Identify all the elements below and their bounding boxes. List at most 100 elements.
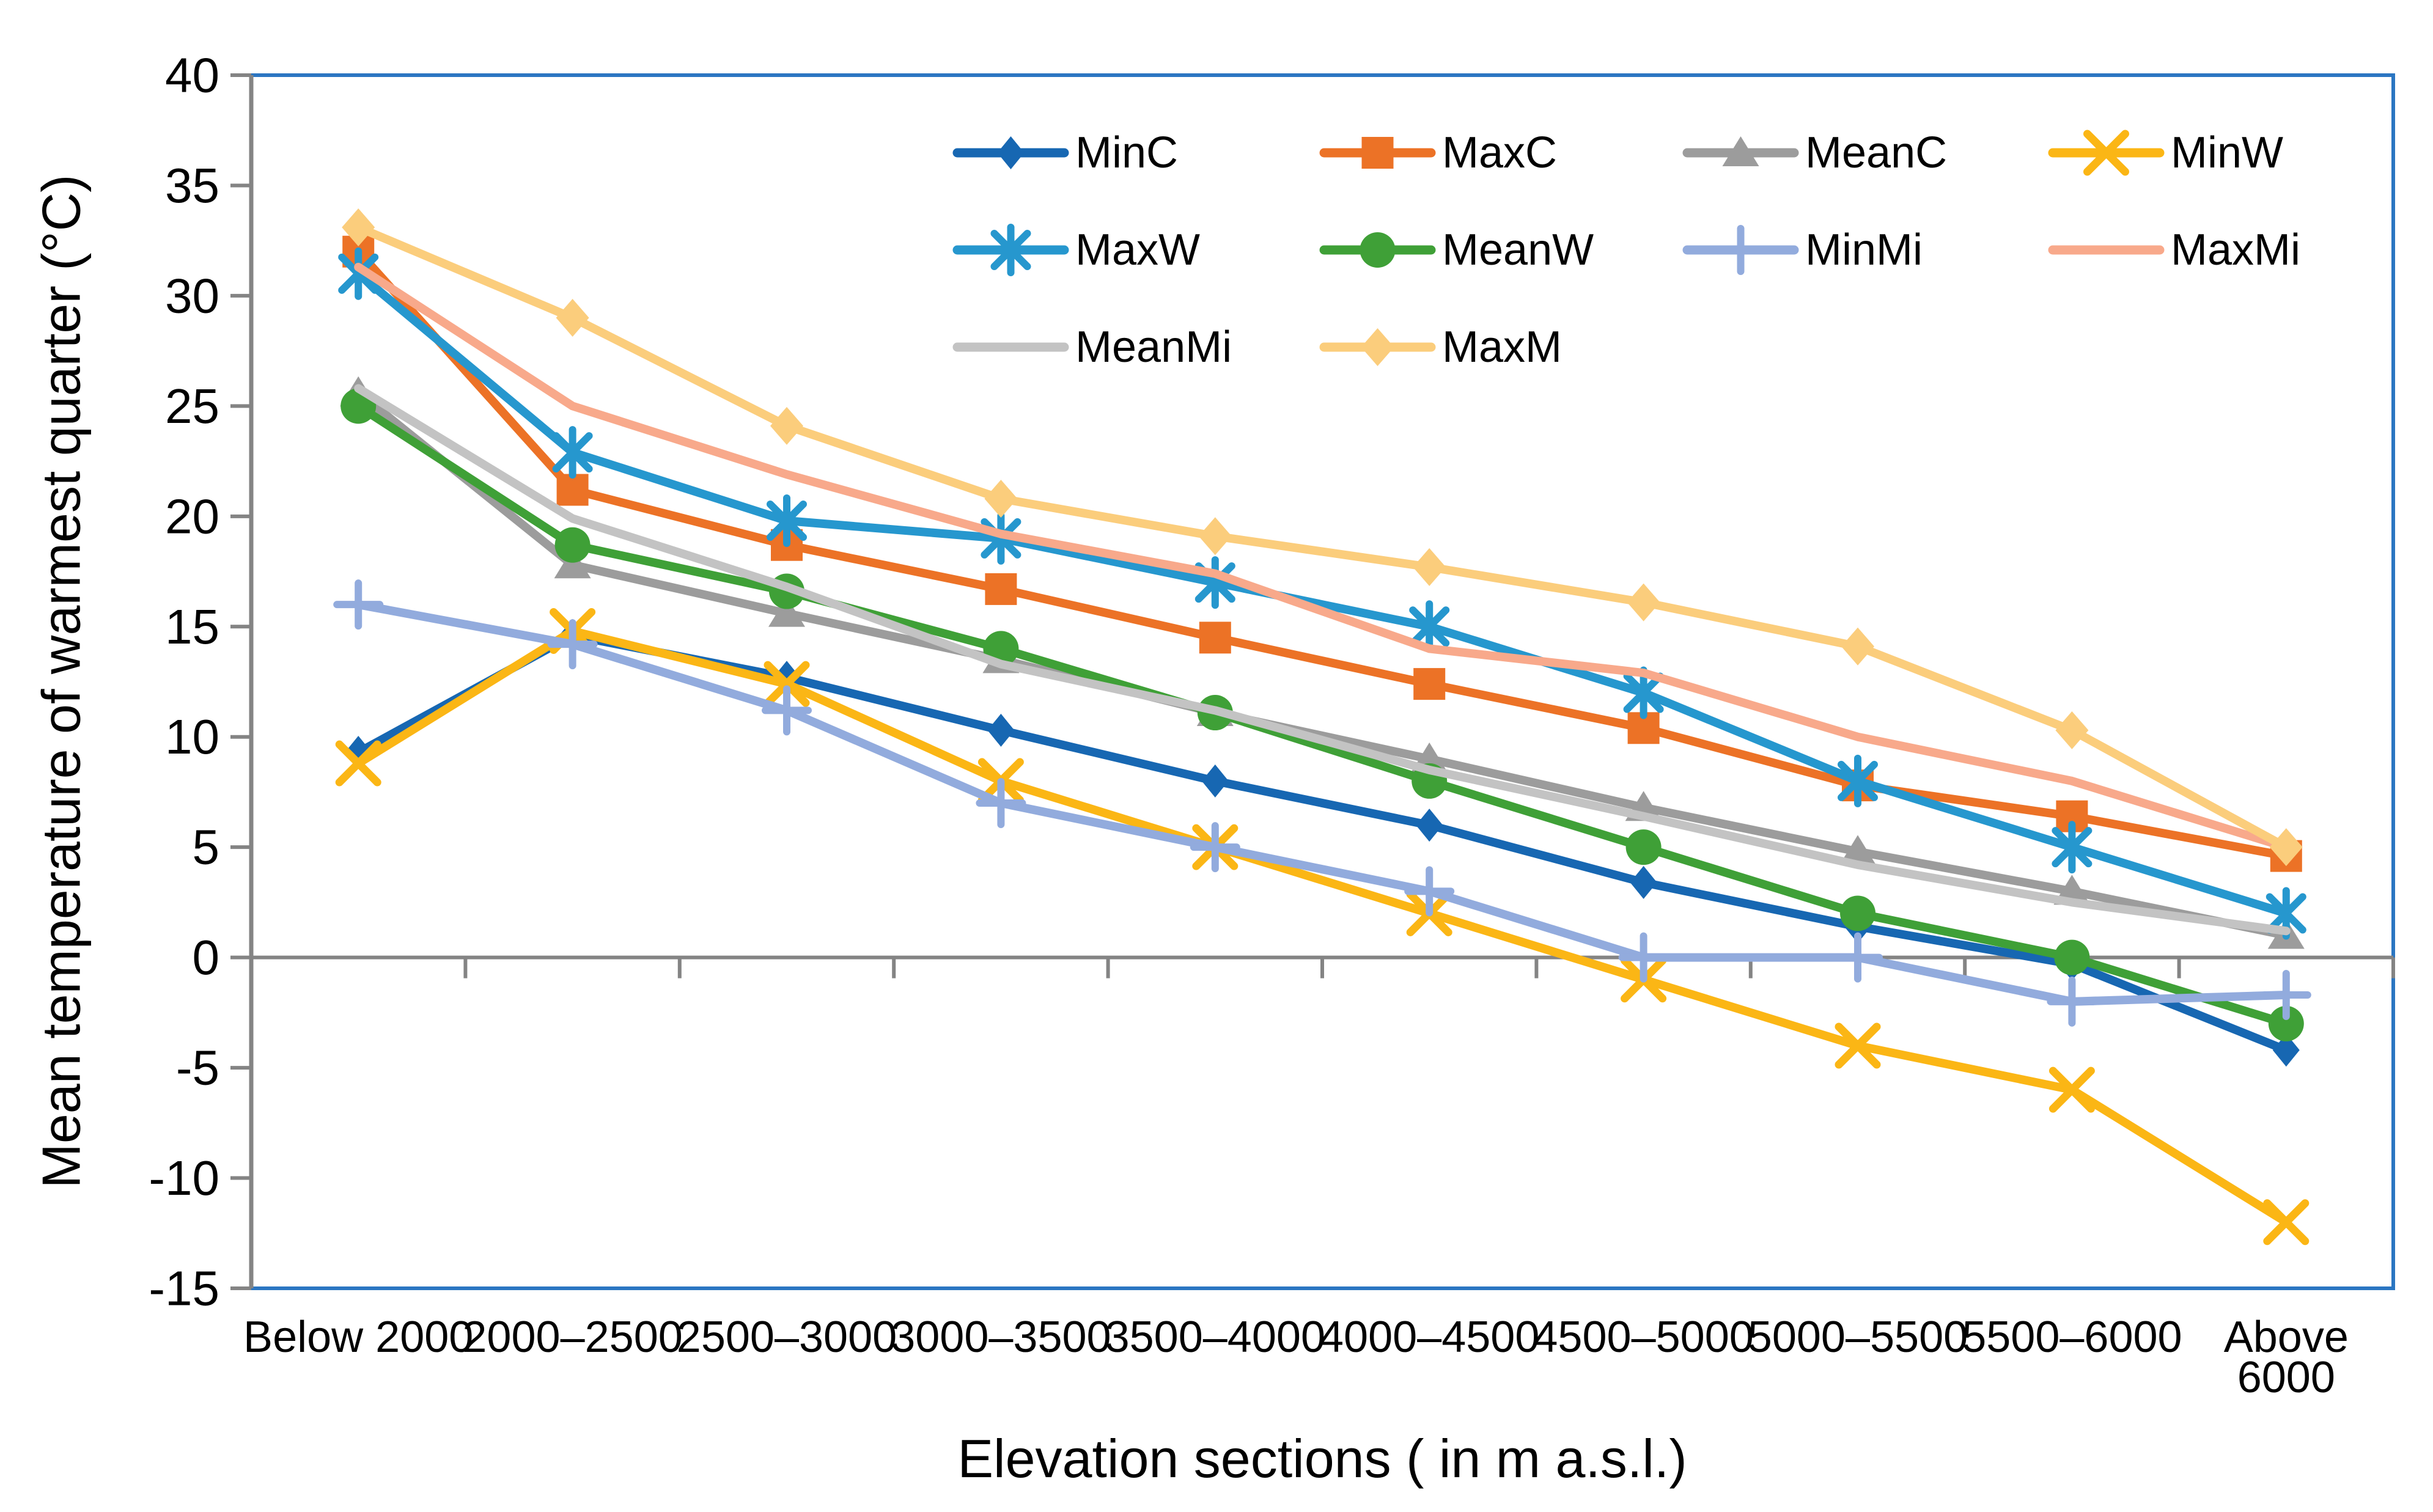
marker-square	[556, 474, 589, 506]
marker-plus	[1190, 822, 1240, 873]
marker-plus	[976, 778, 1026, 828]
series-minw	[335, 607, 2310, 1246]
legend-item-minw: MinW	[2048, 128, 2283, 177]
series-line-maxm	[354, 223, 2291, 852]
marker-diamond	[1201, 764, 1229, 798]
series-line-maxw	[354, 269, 2291, 918]
marker-diamond-large	[2055, 711, 2089, 749]
x-tick-label: 6000	[2237, 1353, 2335, 1402]
marker-triangle	[1839, 835, 1876, 865]
y-tick-label: 35	[165, 158, 219, 213]
x-tick-label: 5500–6000	[1962, 1313, 2182, 1362]
y-tick-label: 10	[165, 710, 219, 764]
marker-diamond	[1630, 865, 1657, 899]
marker-asterisk	[2052, 821, 2093, 874]
x-tick-label: 2500–3000	[677, 1313, 897, 1362]
marker-x	[335, 740, 381, 787]
marker-circle	[1360, 232, 1396, 268]
series-line-meanmi	[354, 384, 2291, 936]
legend-item-maxw: MaxW	[952, 224, 1200, 276]
legend-label: MinC	[1075, 128, 1178, 177]
legend-item-meanc: MeanC	[1682, 128, 1947, 177]
series-minc	[345, 618, 2300, 1067]
marker-asterisk	[990, 224, 1031, 276]
x-axis-title: Elevation sections ( in m a.s.l.)	[957, 1428, 1687, 1489]
marker-diamond	[2272, 1033, 2300, 1067]
marker-circle	[1625, 829, 1662, 865]
marker-x	[2263, 1199, 2310, 1246]
marker-circle	[2054, 939, 2090, 975]
marker-diamond-large	[2269, 828, 2303, 867]
marker-diamond-large	[984, 479, 1018, 518]
series-maxw	[338, 247, 2306, 940]
legend-item-meanw: MeanW	[1319, 226, 1594, 274]
marker-square	[985, 573, 1017, 605]
marker-plus	[1618, 932, 1669, 983]
legend: MinC MaxC MeanC MinW MaxW MeanW MinMi MaxMi Mean…	[952, 128, 2300, 372]
marker-plus	[1404, 866, 1455, 917]
marker-triangle	[554, 548, 591, 579]
y-tick-label: 20	[165, 489, 219, 543]
marker-asterisk	[767, 494, 807, 548]
legend-label: MaxW	[1075, 226, 1200, 274]
marker-plus	[2047, 976, 2097, 1027]
marker-x	[1835, 1022, 1881, 1069]
legend-label: MaxMi	[2171, 226, 2300, 274]
x-tick-label: 5000–5500	[1748, 1313, 1968, 1362]
marker-diamond-large	[1361, 328, 1394, 366]
x-tick-label: 4000–4500	[1319, 1313, 1539, 1362]
y-axis-title: Mean temperature of warmest quarter (°C)	[31, 175, 92, 1189]
x-tick-label: Above	[2224, 1313, 2349, 1362]
series-minmi	[333, 579, 2311, 1027]
legend-item-maxm: MaxM	[1319, 323, 1562, 372]
series-meanmi	[354, 384, 2291, 936]
marker-triangle	[1722, 136, 1759, 166]
marker-diamond-large	[1198, 517, 1232, 556]
marker-plus	[333, 579, 384, 630]
y-tick-label: 15	[165, 600, 219, 654]
marker-asterisk	[338, 247, 379, 300]
legend-item-meanmi: MeanMi	[952, 323, 1232, 372]
chart-plot-area: -15 -10 -5 0 5 10 15 20 25 30 35 40 Below 20002000–2…	[149, 48, 2395, 1402]
marker-plus	[762, 685, 812, 736]
marker-plus	[1833, 932, 1883, 983]
marker-circle	[554, 527, 591, 563]
y-tick-label: 5	[193, 820, 220, 875]
y-tick-label: 0	[193, 930, 220, 985]
y-tick-label: -10	[149, 1151, 219, 1205]
marker-diamond-large	[556, 299, 589, 337]
series-line-minmi	[354, 600, 2291, 1006]
y-tick-label: -5	[176, 1041, 219, 1095]
marker-diamond	[1416, 809, 1443, 842]
marker-plus	[547, 619, 598, 670]
marker-x	[2083, 130, 2129, 176]
legend-label: MeanC	[1805, 128, 1947, 177]
legend-label: MinW	[2171, 128, 2283, 177]
marker-diamond	[987, 713, 1015, 747]
x-tick-label: 3000–3500	[891, 1313, 1111, 1362]
marker-triangle	[768, 596, 805, 627]
legend-item-maxc: MaxC	[1319, 128, 1557, 177]
plot-frame	[249, 73, 2395, 1290]
y-tick-label: 40	[165, 48, 219, 103]
y-tick-label: -15	[149, 1261, 219, 1316]
marker-circle	[1840, 895, 1875, 931]
marker-asterisk	[1838, 754, 1878, 807]
legend-label: MinMi	[1805, 226, 1923, 274]
marker-square	[1413, 668, 1446, 700]
legend-label: MaxM	[1442, 323, 1562, 372]
series-line-maxmi	[354, 262, 2291, 852]
marker-asterisk	[1623, 666, 1664, 719]
x-tick-label: 3500–4000	[1105, 1313, 1325, 1362]
marker-square	[1199, 622, 1231, 654]
x-tick-labels: Below 20002000–25002500–30003000–3500350…	[243, 1313, 2349, 1402]
series-line-maxc	[354, 247, 2291, 861]
marker-diamond-large	[342, 208, 375, 247]
marker-diamond-large	[1841, 627, 1874, 666]
x-tick-label: Below 2000	[243, 1313, 473, 1362]
marker-square	[1361, 137, 1394, 169]
y-tick-label: 25	[165, 379, 219, 433]
series-maxm	[342, 208, 2303, 867]
legend-label: MeanMi	[1075, 323, 1232, 372]
